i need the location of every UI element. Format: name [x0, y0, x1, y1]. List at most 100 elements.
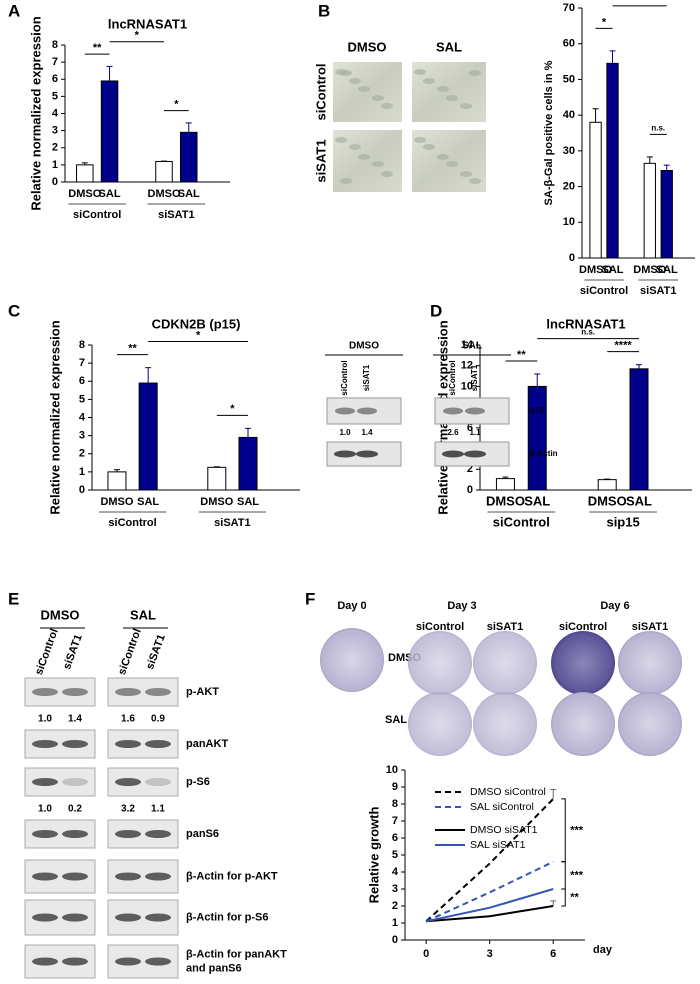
blot-band — [145, 913, 171, 922]
bar — [589, 121, 602, 259]
bar — [643, 162, 656, 259]
blot-band — [335, 407, 355, 415]
bar — [155, 160, 173, 183]
plate — [320, 628, 384, 692]
cell — [423, 78, 435, 84]
y-tick-label: 4 — [392, 866, 399, 878]
x-tick-label: SAL — [137, 496, 159, 508]
condition-label: DMSO — [349, 341, 379, 352]
y-tick-label: 3 — [52, 125, 58, 137]
cell — [340, 70, 352, 76]
blot-band — [115, 830, 141, 838]
blot-band — [145, 830, 171, 838]
blot-band — [32, 740, 58, 748]
chart-title: lncRNASAT1 — [108, 16, 187, 31]
significance-label: n.s. — [651, 124, 665, 133]
lane-label: siSAT1 — [362, 364, 371, 391]
y-tick-label: 10 — [563, 216, 575, 228]
significance-label: * — [602, 16, 607, 28]
day-label: Day 6 — [600, 600, 629, 612]
lane-label: siControl — [33, 627, 61, 676]
x-tick-label: SAL — [524, 493, 550, 508]
y-tick-label: 2 — [52, 142, 58, 154]
quantification: 1.4 — [68, 714, 82, 725]
legend-label: SAL siSAT1 — [470, 839, 526, 851]
quantification: 1.1 — [469, 428, 481, 437]
blot-band — [62, 778, 88, 786]
bar — [629, 368, 649, 491]
cell — [414, 137, 426, 143]
lane-label: siSAT1 — [144, 633, 168, 671]
group-label: sip15 — [606, 514, 639, 529]
y-tick-label: 6 — [467, 422, 473, 434]
lane-label: siControl — [340, 360, 349, 395]
y-tick-label: 1 — [79, 466, 85, 478]
y-tick-label: 40 — [563, 109, 575, 121]
blot-band — [115, 872, 141, 881]
row-label: p-S6 — [186, 776, 210, 788]
x-tick-label: DMSO — [633, 264, 666, 276]
cell — [437, 154, 449, 160]
y-tick-label: 2 — [79, 448, 85, 460]
blot-band — [115, 913, 141, 922]
panel-letter: C — [8, 301, 20, 320]
row-label: and panS6 — [186, 962, 242, 974]
significance-bracket — [561, 861, 566, 890]
chart-title: CDKN2B (p15) — [152, 316, 241, 331]
cell — [460, 103, 472, 109]
bar — [100, 80, 119, 183]
blot-band — [32, 913, 58, 922]
y-axis-label: Relative normalized expression — [47, 320, 62, 514]
significance-label: * — [135, 30, 140, 42]
quantification: 0.9 — [151, 714, 165, 725]
blot-band — [145, 872, 171, 881]
blot-band — [62, 688, 88, 696]
cell — [446, 161, 458, 167]
cell — [414, 69, 426, 75]
y-tick-label: 5 — [52, 90, 58, 102]
y-tick-label: 0 — [52, 176, 58, 188]
row-label: siControl — [313, 63, 328, 120]
lane-label: siControl — [116, 627, 144, 676]
blot-band — [442, 450, 464, 458]
panel-letter: A — [8, 1, 20, 20]
significance-label: *** — [570, 824, 584, 836]
cell — [423, 144, 435, 150]
significance-label: ** — [93, 42, 102, 54]
bar — [495, 478, 515, 491]
blot-band — [32, 688, 58, 696]
panel-letter: D — [430, 301, 442, 320]
significance-bracket — [561, 888, 566, 907]
blot-band — [334, 450, 356, 458]
y-tick-label: 4 — [79, 411, 86, 423]
y-tick-label: 5 — [79, 393, 85, 405]
series-line — [425, 860, 554, 923]
blot-band — [443, 407, 463, 415]
group-label: siControl — [73, 209, 121, 221]
cell — [372, 95, 384, 101]
significance-label: * — [230, 403, 235, 415]
x-tick-label: SAL — [602, 264, 624, 276]
blot-band — [32, 778, 58, 786]
row-label: β-Actin for p-S6 — [186, 911, 269, 923]
y-tick-label: 1 — [52, 159, 58, 171]
cell — [381, 171, 393, 177]
plate — [618, 631, 682, 695]
significance-label: *** — [570, 869, 584, 881]
y-axis-label: SA-β-Gal positive cells in % — [543, 60, 555, 205]
y-tick-label: 8 — [392, 798, 398, 810]
cell — [460, 171, 472, 177]
lane-label: siSAT1 — [470, 364, 479, 391]
day-label: Day 3 — [447, 600, 476, 612]
bar — [660, 170, 673, 259]
significance-label: * — [174, 98, 179, 110]
bar — [238, 436, 258, 491]
y-tick-label: 7 — [392, 815, 398, 827]
y-tick-label: 7 — [52, 56, 58, 68]
group-label: siSAT1 — [214, 517, 250, 529]
column-label: SAL — [436, 39, 462, 54]
lane-label: siControl — [416, 621, 464, 633]
y-tick-label: 6 — [392, 832, 398, 844]
x-tick-label: 0 — [423, 948, 429, 960]
quantification: 3.2 — [121, 804, 135, 815]
